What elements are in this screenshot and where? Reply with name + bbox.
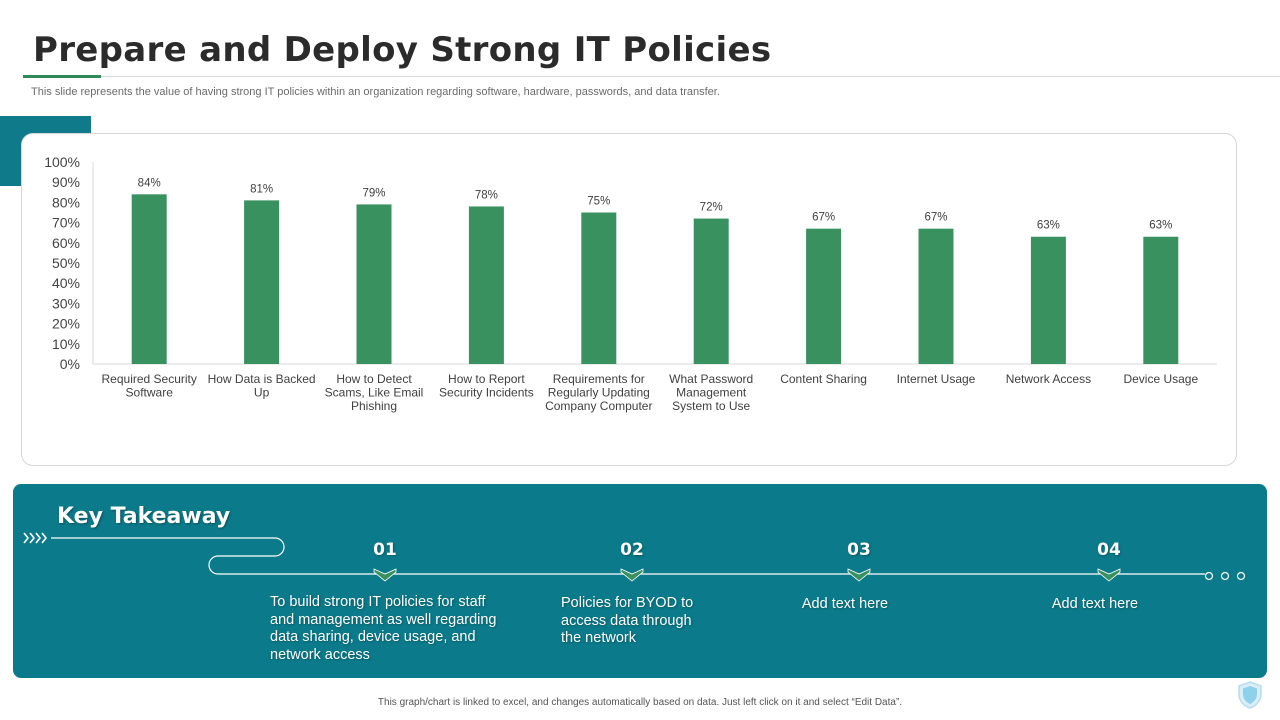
step-text-03: Add text here	[801, 596, 889, 612]
x-tick-label: What Password Management System to Use	[669, 372, 753, 413]
x-tick-label: How to Detect Scams, Like Email Phishing	[325, 372, 424, 413]
page-subtitle: This slide represents the value of havin…	[31, 86, 720, 98]
step-number-03: 03	[847, 540, 871, 560]
x-tick-label: Required Security Software	[102, 372, 197, 400]
step-text-04: Add text here	[1051, 596, 1139, 612]
y-tick-label: 100%	[44, 154, 80, 170]
y-tick-label: 80%	[52, 194, 80, 210]
step-chevron-marker	[373, 568, 397, 582]
y-tick-label: 70%	[52, 215, 80, 231]
timeline-connector	[51, 537, 1205, 575]
y-tick-label: 20%	[52, 316, 80, 332]
x-tick-label: Content Sharing	[780, 372, 867, 386]
bar[interactable]	[581, 212, 617, 365]
x-tick-label: How to Report Security Incidents	[439, 372, 534, 400]
step-chevron-marker	[847, 568, 871, 582]
step-number-04: 04	[1097, 540, 1121, 560]
bar-chart[interactable]: 0% 10% 20% 30% 40% 50% 60% 70% 80% 90% 100% 84% Requ…	[21, 133, 1237, 466]
title-accent-bar	[23, 75, 101, 78]
page-title: Prepare and Deploy Strong IT Policies	[33, 30, 772, 70]
x-tick-label: Requirements for Regularly Updating Compan…	[545, 372, 652, 413]
step-chevron-marker	[1097, 568, 1121, 582]
y-tick-label: 0%	[60, 356, 80, 372]
y-tick-label: 90%	[52, 174, 80, 190]
footer-note: This graph/chart is linked to excel, and…	[377, 697, 903, 708]
data-label: 84%	[138, 177, 161, 189]
y-tick-label: 60%	[52, 235, 80, 251]
chevron-arrows-icon	[23, 532, 48, 544]
bar[interactable]	[356, 204, 392, 364]
bar[interactable]	[244, 200, 280, 364]
y-tick-label: 10%	[52, 336, 80, 352]
x-tick-label: Internet Usage	[897, 372, 976, 386]
timeline-end-dot	[1204, 571, 1214, 581]
data-label: 63%	[1149, 220, 1172, 232]
data-label: 63%	[1037, 220, 1060, 232]
bar[interactable]	[1143, 236, 1179, 364]
step-chevron-marker	[620, 568, 644, 582]
step-text-01: To build strong IT policies for staff an…	[270, 594, 497, 663]
data-label: 79%	[362, 187, 385, 199]
step-number-02: 02	[620, 540, 644, 560]
data-label: 78%	[475, 189, 498, 201]
shield-icon	[1238, 681, 1262, 709]
key-takeaway-title: Key Takeaway	[57, 504, 231, 529]
bar[interactable]	[468, 206, 504, 364]
key-takeaway-panel	[13, 484, 1267, 678]
bar[interactable]	[693, 218, 729, 364]
timeline-end-dot	[1220, 571, 1230, 581]
data-label: 81%	[250, 183, 273, 195]
x-tick-label: Network Access	[1006, 372, 1091, 386]
data-label: 72%	[700, 202, 723, 214]
x-tick-label: How Data is Backed Up	[208, 372, 316, 400]
y-tick-label: 40%	[52, 275, 80, 291]
y-tick-label: 50%	[52, 255, 80, 271]
y-tick-label: 30%	[52, 295, 80, 311]
data-label: 67%	[812, 212, 835, 224]
timeline-end-dot	[1236, 571, 1246, 581]
step-number-01: 01	[373, 540, 397, 560]
x-tick-label: Device Usage	[1123, 372, 1198, 386]
step-text-02: Policies for BYOD to access data through…	[561, 595, 694, 646]
bar[interactable]	[1030, 236, 1066, 364]
bar[interactable]	[918, 228, 954, 364]
bar[interactable]	[806, 228, 842, 364]
data-label: 67%	[924, 212, 947, 224]
takeaway-timeline	[23, 532, 1246, 582]
data-label: 75%	[587, 196, 610, 208]
title-divider	[23, 76, 1280, 77]
bar[interactable]	[131, 194, 167, 364]
